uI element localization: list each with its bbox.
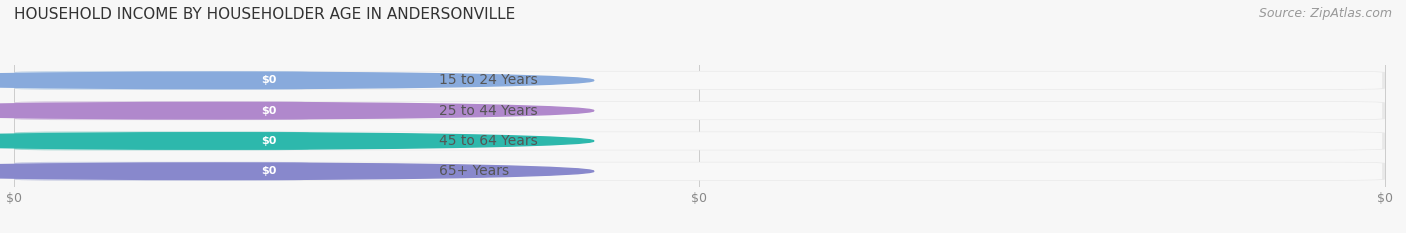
Text: 25 to 44 Years: 25 to 44 Years bbox=[439, 104, 537, 118]
Text: HOUSEHOLD INCOME BY HOUSEHOLDER AGE IN ANDERSONVILLE: HOUSEHOLD INCOME BY HOUSEHOLDER AGE IN A… bbox=[14, 7, 516, 22]
Circle shape bbox=[0, 72, 593, 89]
FancyBboxPatch shape bbox=[236, 103, 302, 118]
Circle shape bbox=[0, 133, 593, 149]
FancyBboxPatch shape bbox=[14, 71, 1385, 90]
FancyBboxPatch shape bbox=[14, 132, 309, 150]
FancyBboxPatch shape bbox=[17, 162, 1382, 180]
Text: 15 to 24 Years: 15 to 24 Years bbox=[439, 73, 538, 87]
Circle shape bbox=[0, 163, 593, 179]
FancyBboxPatch shape bbox=[17, 72, 1382, 89]
FancyBboxPatch shape bbox=[17, 132, 1382, 150]
Text: 45 to 64 Years: 45 to 64 Years bbox=[439, 134, 538, 148]
FancyBboxPatch shape bbox=[236, 164, 302, 179]
FancyBboxPatch shape bbox=[14, 162, 1385, 181]
Circle shape bbox=[0, 103, 593, 119]
Text: Source: ZipAtlas.com: Source: ZipAtlas.com bbox=[1258, 7, 1392, 20]
FancyBboxPatch shape bbox=[236, 73, 302, 88]
FancyBboxPatch shape bbox=[14, 71, 309, 90]
FancyBboxPatch shape bbox=[17, 102, 1382, 120]
FancyBboxPatch shape bbox=[14, 132, 1385, 150]
Text: $0: $0 bbox=[262, 166, 277, 176]
Text: $0: $0 bbox=[262, 75, 277, 85]
Text: 65+ Years: 65+ Years bbox=[439, 164, 509, 178]
FancyBboxPatch shape bbox=[14, 101, 1385, 120]
FancyBboxPatch shape bbox=[236, 133, 302, 149]
Text: $0: $0 bbox=[262, 136, 277, 146]
Text: $0: $0 bbox=[262, 106, 277, 116]
FancyBboxPatch shape bbox=[14, 101, 309, 120]
FancyBboxPatch shape bbox=[14, 162, 309, 181]
